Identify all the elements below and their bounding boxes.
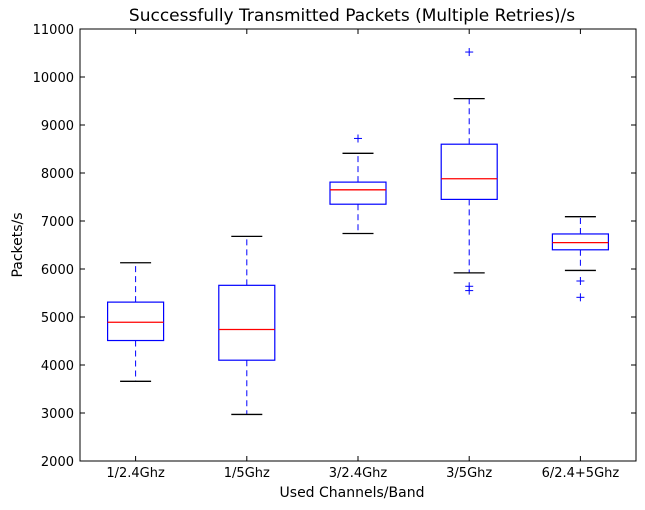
box-iqr bbox=[440, 143, 498, 200]
y-tick-label: 6000 bbox=[41, 263, 74, 278]
box-iqr bbox=[218, 284, 276, 361]
x-tick-label: 1/5Ghz bbox=[224, 466, 270, 481]
y-tick-label: 5000 bbox=[41, 311, 74, 326]
y-tick-label: 4000 bbox=[41, 359, 74, 374]
box-iqr bbox=[106, 301, 165, 342]
x-tick-label: 6/2.4+5Ghz bbox=[542, 466, 620, 481]
x-tick-label: 1/2.4Ghz bbox=[106, 466, 165, 481]
y-tick-label: 3000 bbox=[41, 407, 74, 422]
plot-area bbox=[79, 28, 637, 462]
x-tick-label: 3/5Ghz bbox=[446, 466, 492, 481]
box-iqr bbox=[329, 181, 387, 205]
outlier-marker bbox=[576, 277, 585, 285]
chart-title: Successfully Transmitted Packets (Multip… bbox=[129, 6, 575, 26]
box-iqr bbox=[551, 233, 610, 251]
y-axis-label: Packets/s bbox=[10, 212, 26, 277]
y-tick-label: 11000 bbox=[33, 23, 74, 38]
outlier-marker bbox=[354, 134, 362, 143]
outlier-marker bbox=[465, 286, 474, 295]
x-axis-label: Used Channels/Band bbox=[280, 485, 425, 501]
outlier-marker bbox=[576, 293, 585, 302]
x-tick-label: 3/2.4Ghz bbox=[329, 466, 388, 481]
y-tick-label: 10000 bbox=[33, 71, 74, 86]
y-tick-label: 2000 bbox=[41, 455, 74, 470]
y-tick-label: 9000 bbox=[41, 119, 74, 134]
y-tick-label: 7000 bbox=[41, 215, 74, 230]
axis-ticks: 2000 3000 4000 5000 6000 7000 8000 9000 10000 110… bbox=[33, 23, 636, 481]
y-tick-label: 8000 bbox=[41, 167, 74, 182]
outlier-marker bbox=[465, 48, 474, 57]
